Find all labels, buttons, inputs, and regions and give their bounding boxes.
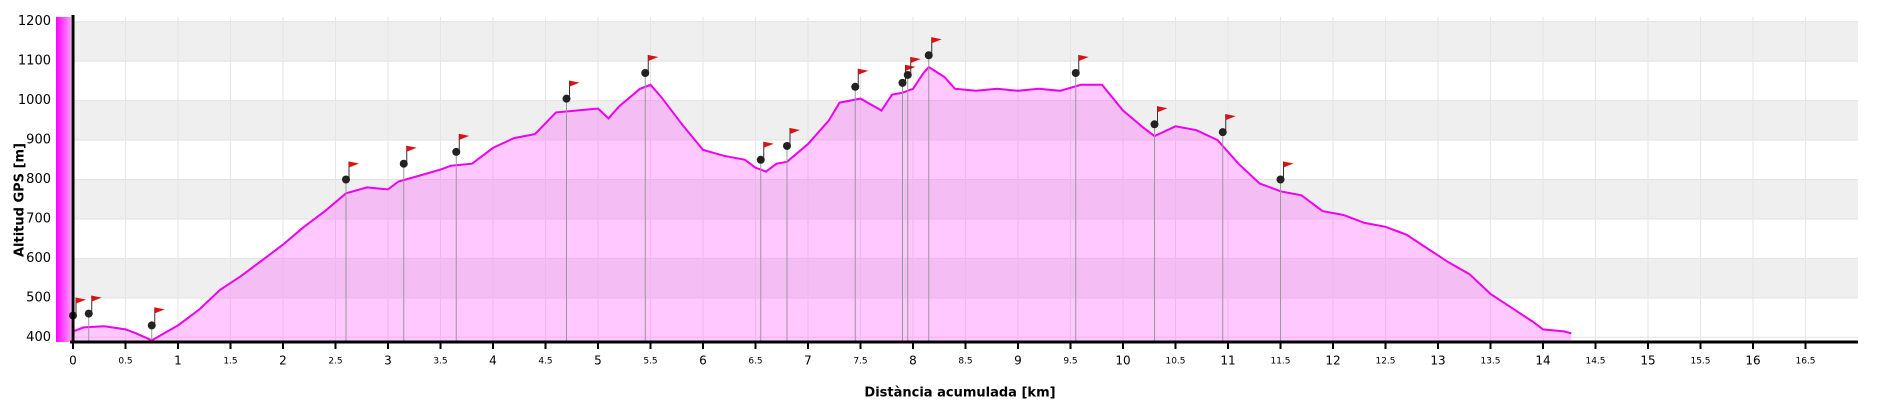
waypoint (898, 78, 907, 87)
flag (154, 307, 165, 314)
y-tick-label: 800 (26, 172, 51, 187)
waypoint (641, 69, 650, 78)
flag (459, 133, 470, 140)
waypoint (924, 51, 933, 60)
flag (76, 297, 86, 304)
flag (790, 127, 800, 134)
waypoint (342, 175, 350, 184)
x-tick-label: 2.5 (328, 357, 342, 367)
flag (1283, 161, 1294, 168)
flag (406, 145, 417, 152)
profile-line (72, 65, 1572, 342)
x-tick-label: 16 (1745, 354, 1760, 368)
x-tick-label: 12 (1325, 354, 1340, 368)
y-tick-label: 1100 (18, 54, 51, 69)
waypoint (783, 141, 791, 150)
flag (1225, 114, 1236, 121)
y-tick-label: 400 (26, 330, 51, 345)
x-tick-label: 2 (279, 354, 287, 368)
waypoint (756, 155, 765, 164)
x-tick-label: 11 (1220, 354, 1235, 368)
x-tick-label: 8.5 (958, 357, 972, 367)
x-tick-label: 13 (1430, 354, 1445, 368)
x-tick-label: 7.5 (853, 357, 867, 367)
y-tick-label: 1200 (18, 14, 51, 29)
x-tick-label: 14 (1535, 354, 1550, 368)
waypoint (452, 147, 461, 156)
x-tick-label: 9 (1014, 354, 1022, 368)
y-tick-label: 700 (26, 211, 51, 226)
x-tick-label: 16.5 (1795, 357, 1815, 367)
waypoint (1071, 69, 1080, 78)
x-axis-title: Distància acumulada [km] (864, 386, 1055, 401)
x-tick-label: 10 (1115, 354, 1130, 368)
x-tick-label: 12.5 (1375, 357, 1395, 367)
waypoint (1276, 175, 1285, 184)
flag (91, 295, 102, 302)
x-tick-label: 5.5 (643, 357, 657, 367)
profile-area (73, 67, 1572, 342)
x-tick-label: 3.5 (433, 357, 447, 367)
flag (763, 141, 774, 148)
x-tick-label: 1 (174, 354, 182, 368)
x-tick-label: 4.5 (538, 357, 552, 367)
flag (1078, 55, 1089, 62)
flag (858, 68, 869, 75)
x-tick-label: 9.5 (1063, 357, 1077, 367)
flag (349, 161, 359, 168)
x-tick-label: 10.5 (1165, 357, 1185, 367)
x-tick-label: 1.5 (223, 357, 237, 367)
waypoint (399, 159, 408, 168)
altitude-bar (56, 17, 71, 342)
y-tick-label: 900 (26, 133, 51, 148)
x-tick-label: 5 (594, 354, 602, 368)
y-tick-label: 1000 (18, 93, 51, 108)
flag (910, 56, 921, 63)
waypoint (1218, 128, 1227, 137)
x-tick-label: 0 (69, 354, 77, 368)
x-tick-label: 8 (909, 354, 917, 368)
flag (648, 55, 659, 62)
x-tick-label: 6 (699, 354, 707, 368)
x-tick-label: 4 (489, 354, 497, 368)
y-axis-title: Altitud GPS [m] (13, 143, 28, 257)
x-tick-label: 15.5 (1690, 357, 1710, 367)
y-tick-label: 600 (26, 251, 51, 266)
flag (569, 80, 580, 87)
x-tick-label: 13.5 (1480, 357, 1500, 367)
flag (931, 37, 942, 44)
waypoint (851, 82, 860, 91)
x-tick-label: 7 (804, 354, 812, 368)
x-tick-label: 11.5 (1270, 357, 1290, 367)
waypoint (84, 309, 93, 318)
flag (1157, 106, 1168, 113)
x-tick-label: 14.5 (1585, 357, 1605, 367)
x-tick-label: 3 (384, 354, 392, 368)
waypoint (903, 70, 912, 79)
waypoint (562, 94, 571, 103)
waypoint (1150, 120, 1159, 129)
x-tick-label: 15 (1640, 354, 1655, 368)
x-tick-label: 6.5 (748, 357, 762, 367)
waypoint (147, 321, 156, 330)
x-tick-label: 0.5 (118, 357, 132, 367)
y-tick-label: 500 (26, 290, 51, 305)
